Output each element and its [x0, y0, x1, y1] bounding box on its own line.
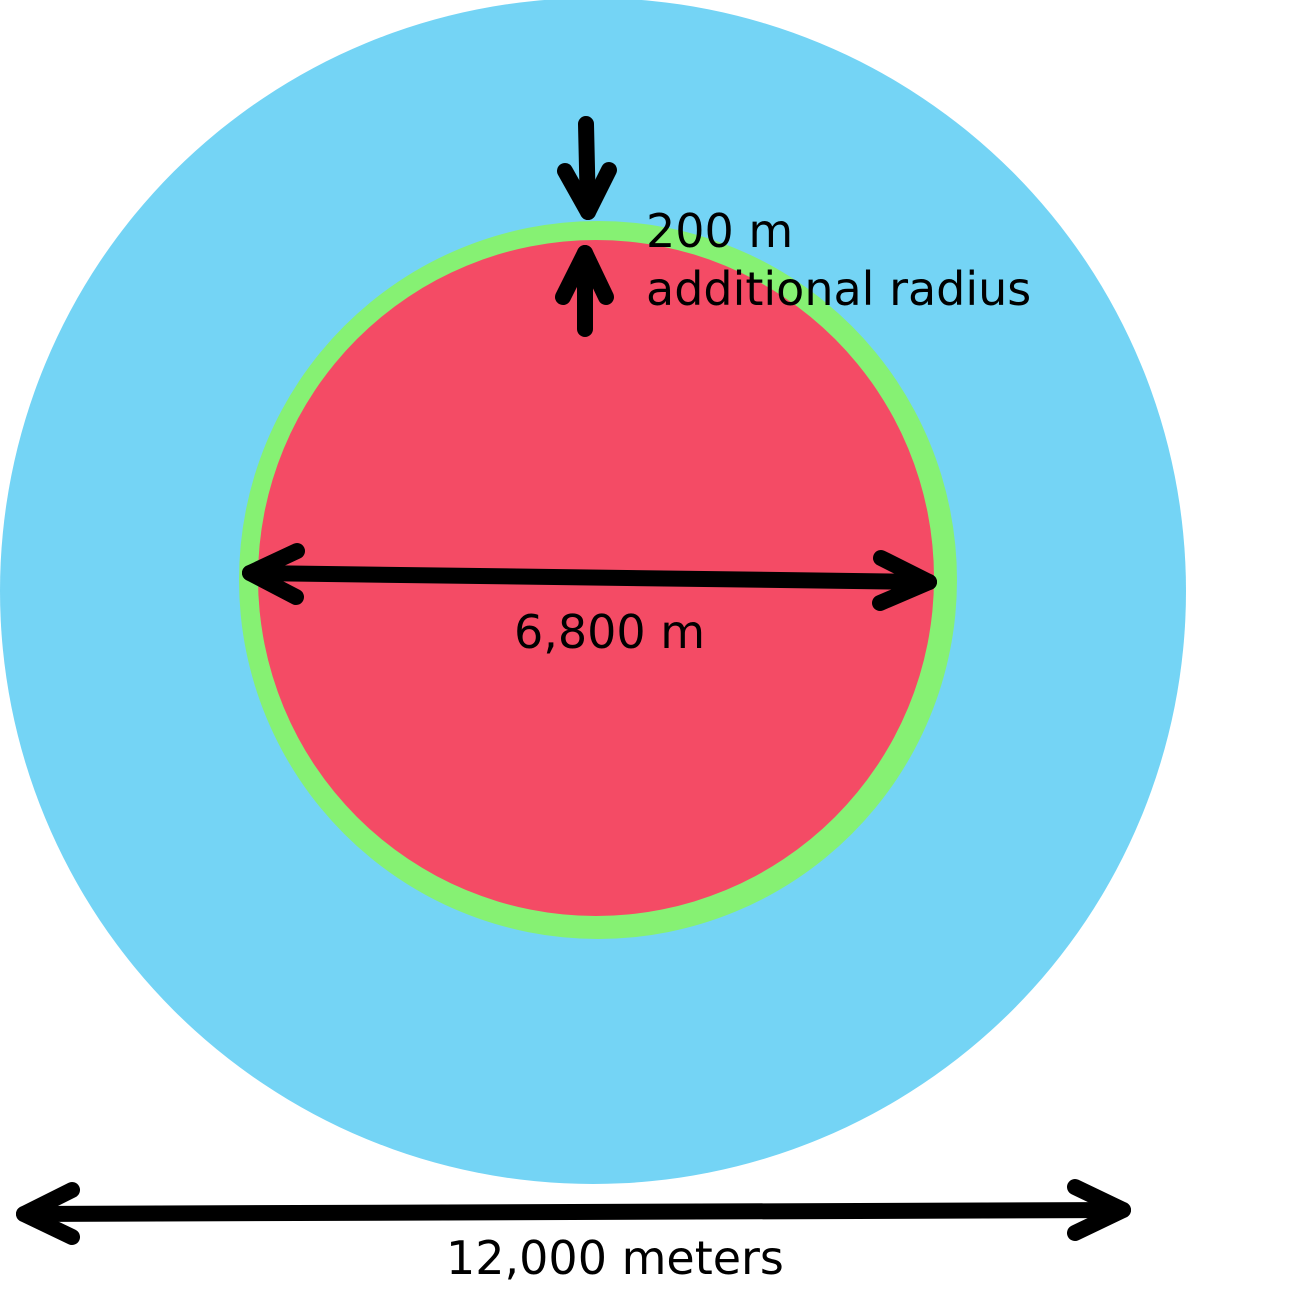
additional-radius-value-label: 200 m [646, 204, 793, 258]
up-arrow-icon [555, 245, 614, 337]
outer-diameter-label: 12,000 meters [446, 1231, 784, 1285]
additional-radius-text-label: additional radius [646, 262, 1031, 316]
inner-diameter-arrow [242, 543, 937, 611]
outer-diameter-arrow [16, 1179, 1131, 1245]
down-arrow-icon [557, 116, 617, 220]
inner-diameter-label: 6,800 m [514, 605, 705, 659]
